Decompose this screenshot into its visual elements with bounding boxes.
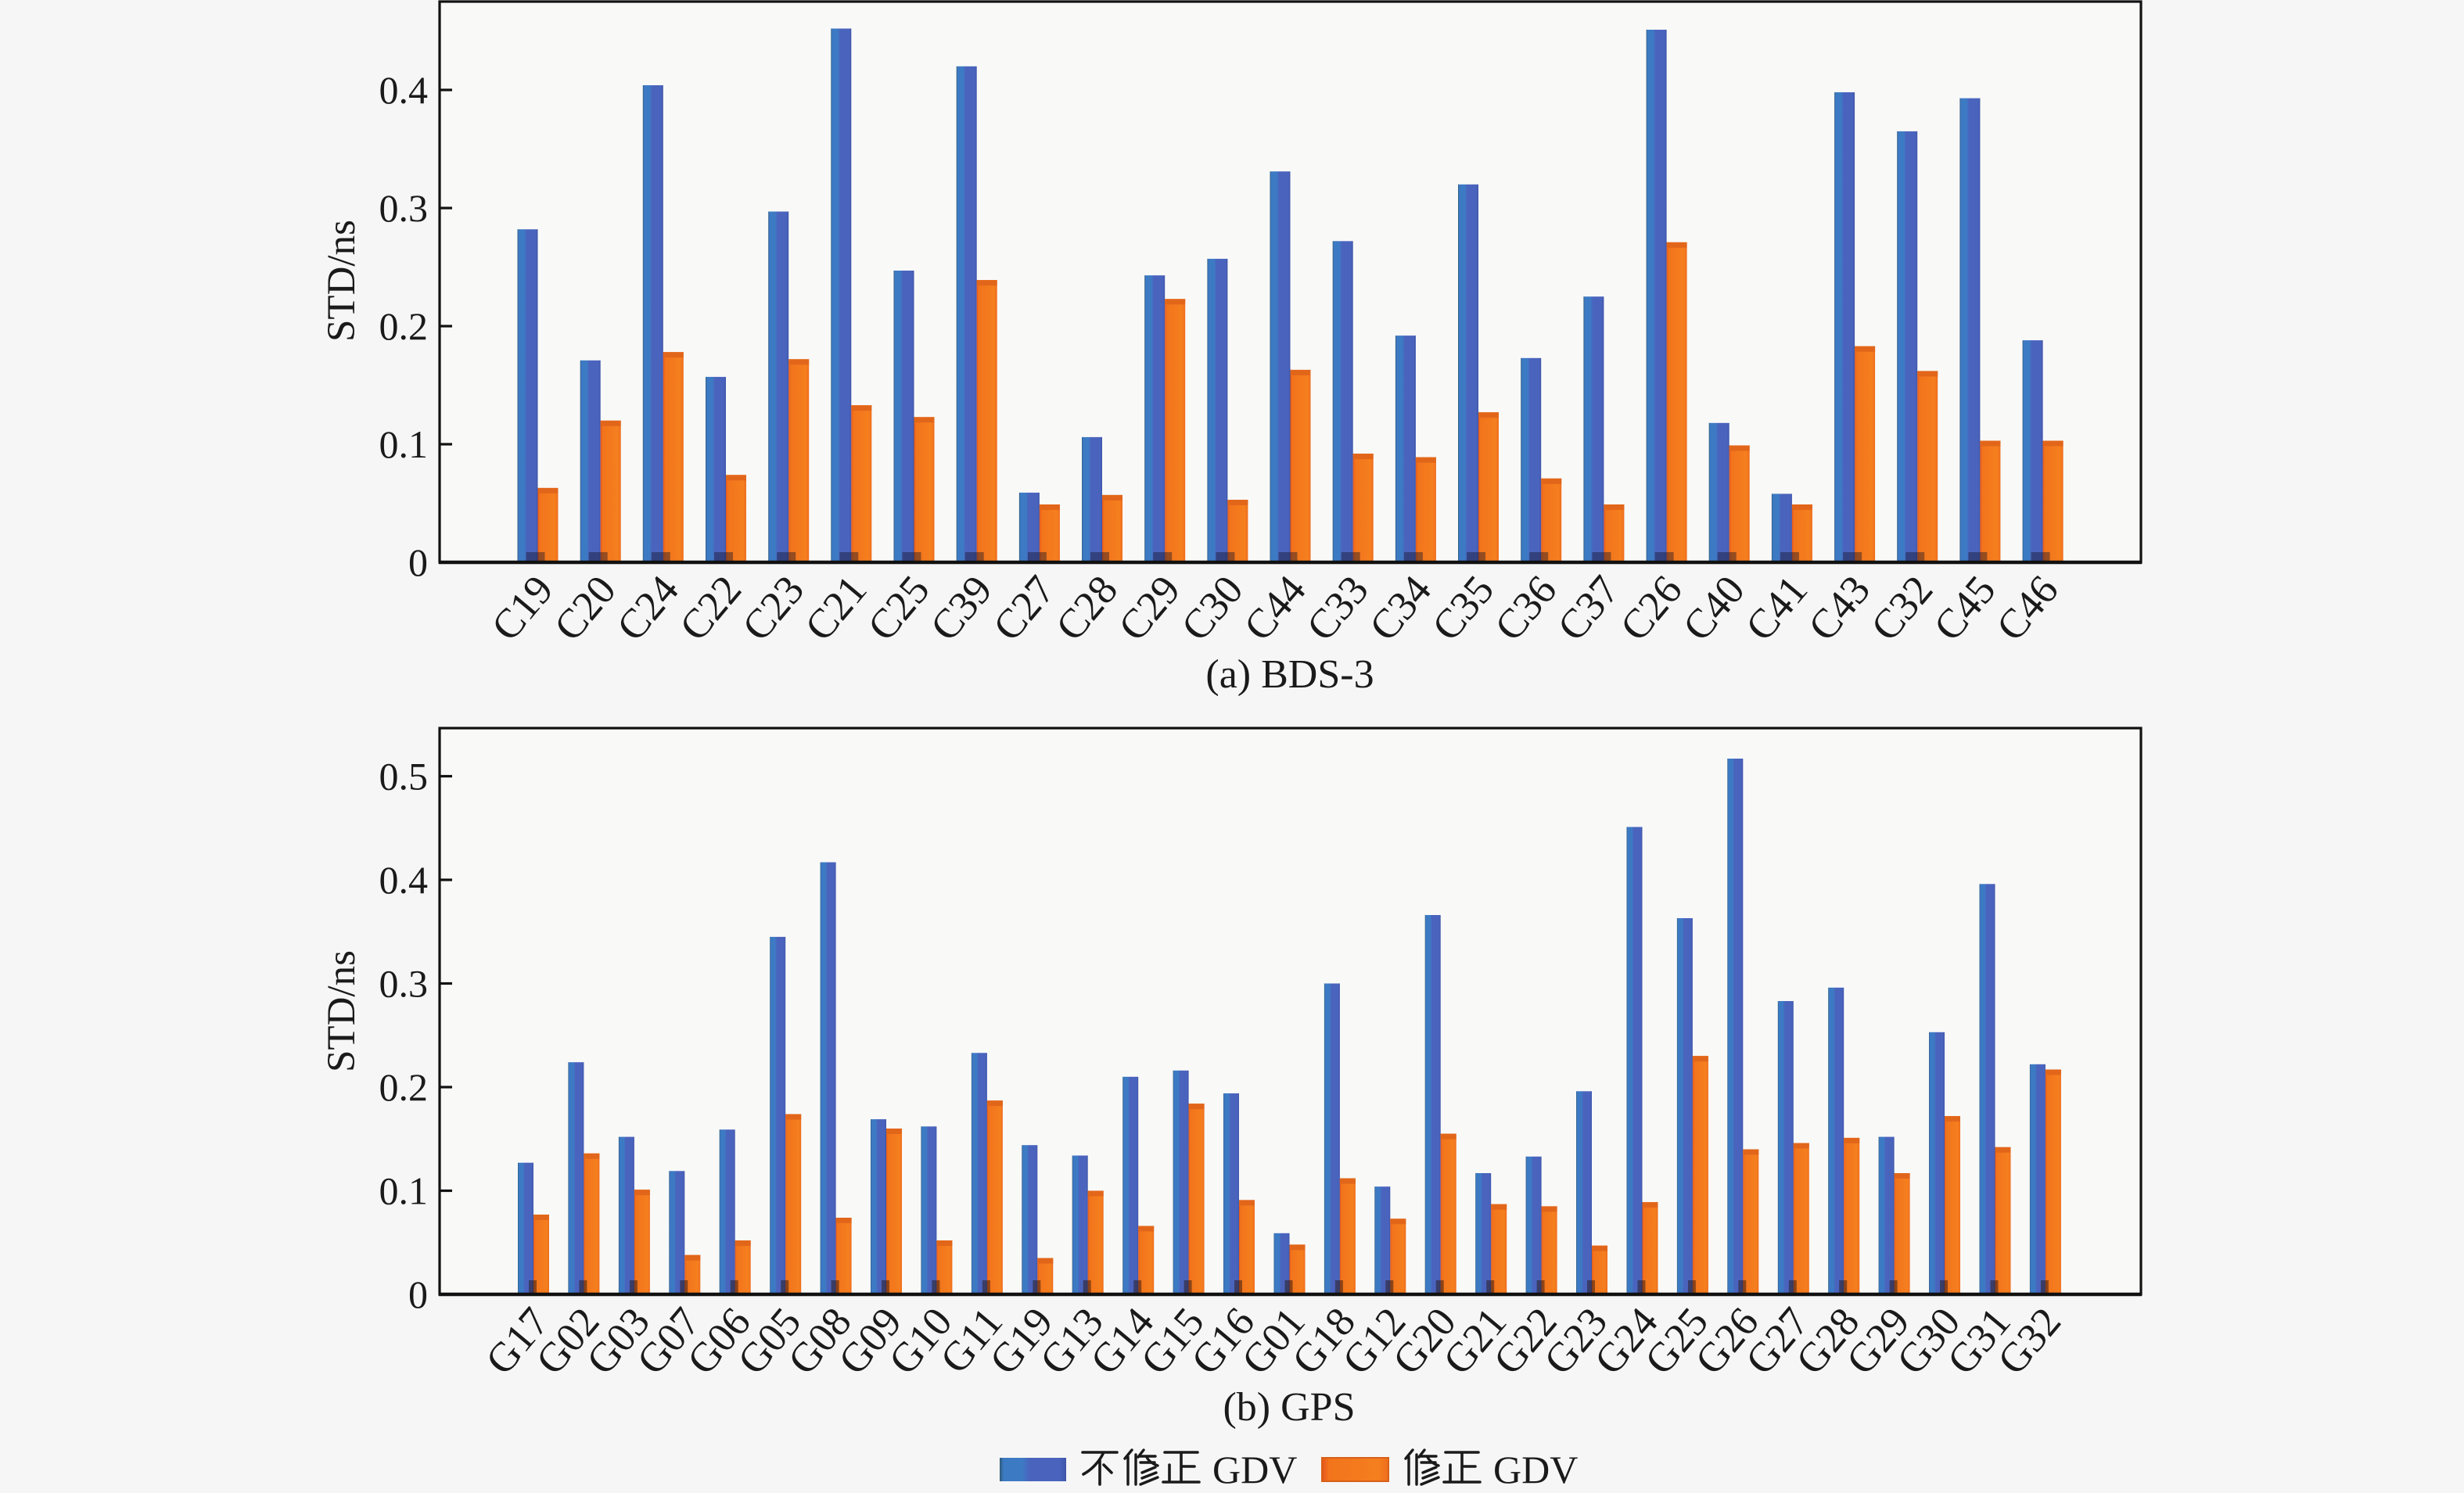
svg-text:0.3: 0.3 [379, 186, 429, 230]
svg-text:STD/ns: STD/ns [320, 950, 364, 1072]
svg-text:(b) GPS: (b) GPS [1223, 1385, 1355, 1430]
svg-text:(a) BDS-3: (a) BDS-3 [1205, 652, 1374, 697]
svg-text:GDV: GDV [1493, 1448, 1578, 1491]
svg-text:0.4: 0.4 [379, 68, 429, 112]
svg-text:0.2: 0.2 [379, 1065, 429, 1109]
svg-text:0: 0 [408, 540, 428, 584]
svg-text:0.1: 0.1 [379, 1169, 429, 1213]
svg-text:GDV: GDV [1212, 1448, 1297, 1491]
svg-text:0.1: 0.1 [379, 422, 429, 466]
svg-text:0: 0 [408, 1272, 428, 1316]
svg-text:0.4: 0.4 [379, 858, 429, 902]
svg-text:0.3: 0.3 [379, 962, 429, 1006]
svg-text:STD/ns: STD/ns [320, 220, 364, 342]
svg-text:0.5: 0.5 [379, 755, 429, 799]
svg-text:0.2: 0.2 [379, 304, 429, 348]
